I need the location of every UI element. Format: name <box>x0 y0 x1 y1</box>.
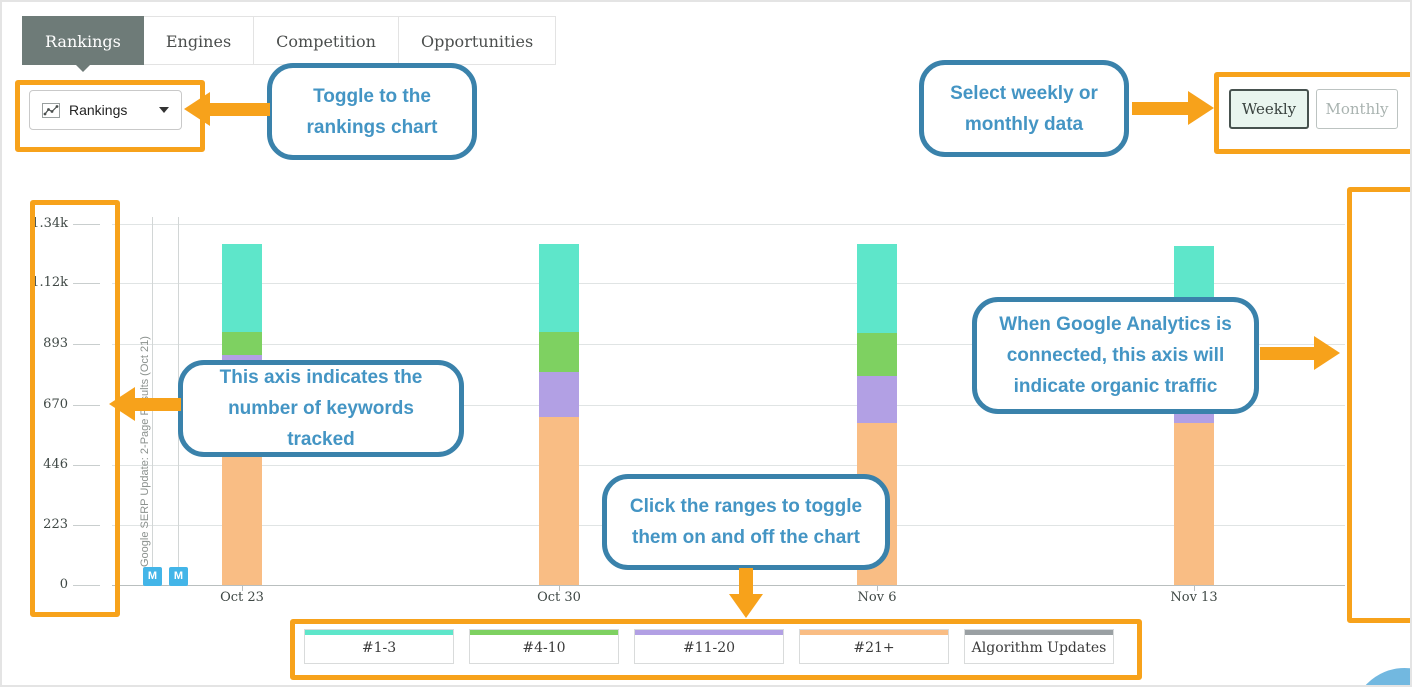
line-chart-icon <box>42 102 60 118</box>
y-axis-tick-label: 0 <box>59 577 68 592</box>
annotation-arrow-to-dropdown <box>206 103 270 116</box>
legend-item-label: #21+ <box>853 640 895 656</box>
y-axis-tick-label: 670 <box>43 396 68 412</box>
y-axis-tick <box>73 464 100 466</box>
annotation-arrow-to-legend <box>739 568 753 594</box>
legend-item-label: #1-3 <box>361 640 397 656</box>
legend-item-4-10[interactable]: #4-10 <box>469 629 619 664</box>
weekly-button[interactable]: Weekly <box>1229 89 1309 129</box>
gridline <box>112 404 1345 406</box>
legend-color-strip <box>470 630 618 635</box>
legend-color-strip <box>305 630 453 635</box>
legend-color-strip <box>800 630 948 635</box>
tab-rankings[interactable]: Rankings <box>22 16 144 72</box>
x-axis-line <box>112 585 1345 586</box>
help-bubble[interactable] <box>1352 668 1410 685</box>
legend-item-algorithm-updates[interactable]: Algorithm Updates <box>964 629 1114 664</box>
callout-weekly-monthly: Select weekly or monthly data <box>919 60 1129 157</box>
annotation-arrowhead-right <box>1188 91 1214 125</box>
bar-segment-11-20[interactable] <box>539 372 579 417</box>
legend-color-strip <box>635 630 783 635</box>
bar-segment-21[interactable] <box>222 455 262 585</box>
bar-segment-21[interactable] <box>1174 423 1214 585</box>
y-axis-tick <box>73 524 100 526</box>
annotation-arrowhead-left <box>109 387 135 421</box>
algorithm-update-line <box>152 217 153 568</box>
algorithm-update-label: Google SERP Update: 2-Page Results (Oct … <box>139 336 151 567</box>
algorithm-update-marker[interactable]: M <box>143 567 162 586</box>
legend-item-label: #4-10 <box>522 640 566 656</box>
monthly-button[interactable]: Monthly <box>1316 89 1398 129</box>
legend-item-11-20[interactable]: #11-20 <box>634 629 784 664</box>
bar-segment-4-10[interactable] <box>222 331 262 355</box>
gridline <box>112 224 1345 225</box>
bar-segment-1-3[interactable] <box>539 244 579 332</box>
callout-toggle-chart: Toggle to the rankings chart <box>267 63 477 160</box>
bar-segment-21[interactable] <box>539 416 579 585</box>
chevron-down-icon <box>159 107 169 113</box>
bar-segment-1-3[interactable] <box>857 244 897 334</box>
bar-segment-11-20[interactable] <box>857 376 897 424</box>
bar-segment-4-10[interactable] <box>539 331 579 373</box>
legend-color-strip <box>965 630 1113 635</box>
annotation-arrowhead-left <box>184 92 210 126</box>
y-axis-tick-label: 893 <box>43 336 68 352</box>
tab-bar: Rankings Engines Competition Opportunities <box>22 16 557 72</box>
y-axis-tick-label: 223 <box>43 516 68 532</box>
gridline <box>112 283 1345 285</box>
y-axis-tick-label: 1.34k <box>31 216 68 231</box>
y-axis-tick <box>73 224 100 225</box>
annotation-arrowhead-right <box>1314 336 1340 370</box>
legend-item-label: #11-20 <box>682 640 736 656</box>
annotation-arrow-to-left-axis <box>135 398 181 411</box>
tab-engines[interactable]: Engines <box>142 16 255 65</box>
y-axis-tick <box>73 344 100 346</box>
annotation-arrow-to-right-axis <box>1260 347 1316 360</box>
y-axis-tick-label: 1.12k <box>31 275 68 291</box>
chart-type-dropdown-label: Rankings <box>69 102 128 118</box>
bar-segment-4-10[interactable] <box>857 333 897 377</box>
legend-item-1-3[interactable]: #1-3 <box>304 629 454 664</box>
algorithm-update-marker[interactable]: M <box>169 567 188 586</box>
x-axis-label: Nov 13 <box>1170 590 1218 605</box>
bar-segment-1-3[interactable] <box>222 244 262 332</box>
chart-type-dropdown[interactable]: Rankings <box>29 90 182 130</box>
legend-item-21[interactable]: #21+ <box>799 629 949 664</box>
legend-item-label: Algorithm Updates <box>971 640 1107 656</box>
annotation-highlight-right-axis <box>1347 187 1410 623</box>
y-axis-tick <box>73 283 100 285</box>
callout-left-axis: This axis indicates the number of keywor… <box>178 360 464 457</box>
y-axis-tick <box>73 404 100 406</box>
x-axis-label: Oct 30 <box>537 590 581 605</box>
gridline <box>112 464 1345 466</box>
active-tab-notch <box>74 64 91 72</box>
tab-opportunities[interactable]: Opportunities <box>397 16 557 65</box>
x-axis-label: Oct 23 <box>220 590 264 605</box>
y-axis-tick <box>73 585 100 586</box>
y-axis-tick-label: 446 <box>43 456 68 472</box>
annotation-arrowhead-down <box>729 594 763 618</box>
x-axis-label: Nov 6 <box>857 590 897 605</box>
gridline <box>112 344 1345 346</box>
callout-right-axis: When Google Analytics is connected, this… <box>972 297 1259 414</box>
annotation-arrow-to-period-toggle <box>1132 102 1190 115</box>
callout-legend: Click the ranges to toggle them on and o… <box>602 474 890 570</box>
tab-competition[interactable]: Competition <box>253 16 399 65</box>
